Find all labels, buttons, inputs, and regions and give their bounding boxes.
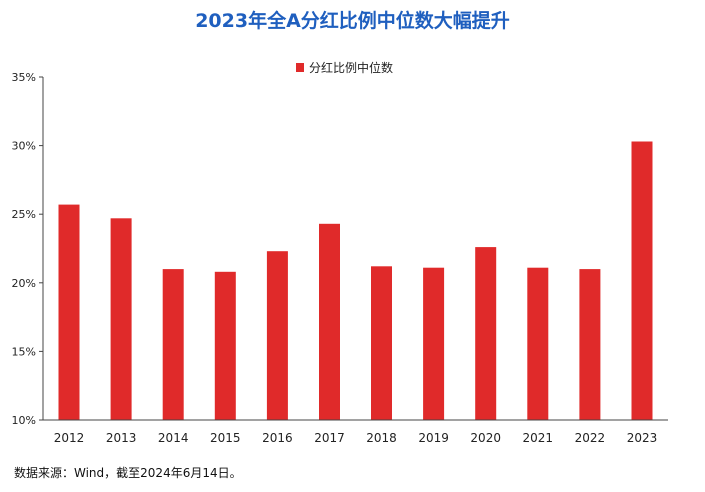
bar-2012 [58, 204, 80, 420]
x-tick-label: 2018 [366, 431, 397, 445]
source-note: 数据来源：Wind，截至2024年6月14日。 [14, 466, 242, 480]
chart-title: 2023年全A分红比例中位数大幅提升 [195, 10, 510, 32]
x-tick-label: 2023 [627, 431, 658, 445]
x-tick-label: 2012 [54, 431, 85, 445]
x-axis: 2012 2013 2014 2015 2016 2017 2018 2019 2020 2021… [43, 419, 668, 445]
x-tick-label: 2016 [262, 431, 293, 445]
bar-2013 [110, 218, 132, 420]
bar-chart: 分红比例中位数 10%15%20%25%30%35% 2012 2013 2014 2… [12, 60, 668, 445]
bar-2020 [475, 247, 497, 420]
legend-label: 分红比例中位数 [309, 60, 393, 75]
bar-2017 [319, 223, 340, 420]
bar-2014 [162, 269, 184, 420]
legend-swatch [296, 63, 304, 72]
x-tick-label: 2021 [523, 431, 554, 445]
bar-2019 [423, 267, 445, 420]
y-tick-label: 10% [12, 414, 36, 427]
x-tick-label: 2017 [314, 431, 345, 445]
bar-2022 [579, 269, 601, 420]
bar-2018 [371, 266, 392, 420]
bar-2023 [631, 141, 653, 420]
x-tick-label: 2019 [418, 431, 449, 445]
bar-2021 [527, 267, 549, 420]
x-tick-label: 2013 [106, 431, 137, 445]
x-tick-label: 2020 [470, 431, 501, 445]
y-axis: 10% 15% 20% 25% 30% 35% [12, 71, 44, 427]
bars [58, 141, 653, 420]
y-tick-label: 35% [12, 71, 36, 84]
x-tick-label: 2014 [158, 431, 189, 445]
x-tick-label: 2022 [575, 431, 606, 445]
legend: 分红比例中位数 [296, 60, 393, 75]
y-tick-label: 30% [12, 140, 36, 153]
y-tick-label: 25% [12, 208, 36, 221]
bar-2016 [266, 251, 288, 420]
bar-2015 [214, 271, 236, 420]
y-tick-label: 20% [12, 277, 36, 290]
x-tick-label: 2015 [210, 431, 241, 445]
y-tick-label: 15% [12, 345, 36, 358]
